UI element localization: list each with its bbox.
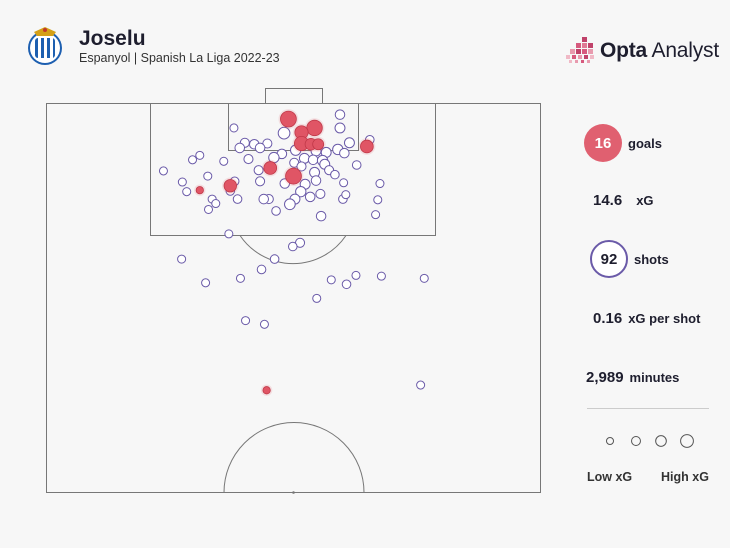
shot-point <box>339 178 349 188</box>
shot-point <box>277 126 291 140</box>
shot-point <box>188 155 198 165</box>
shot-point <box>234 142 246 154</box>
shot-point <box>310 175 322 186</box>
shot-point <box>351 160 362 170</box>
shot-point <box>341 279 352 290</box>
shot-point <box>256 264 267 275</box>
shot-point <box>195 150 205 160</box>
goal-point <box>262 386 271 395</box>
goal <box>265 88 323 104</box>
shots-value: 92 <box>590 240 628 278</box>
shot-point <box>235 273 245 283</box>
shot-point <box>315 210 327 222</box>
shot-point <box>177 177 187 187</box>
legend-size-circle <box>680 434 694 448</box>
shot-point <box>339 147 350 159</box>
goal-point <box>360 139 374 154</box>
shot-point <box>341 190 351 200</box>
shot-point <box>203 171 213 181</box>
header: Joselu Espanyol | Spanish La Liga 2022-2… <box>0 0 730 80</box>
shot-point <box>315 188 326 199</box>
shot-point <box>416 380 426 390</box>
shot-point <box>255 176 266 187</box>
shot-point <box>334 109 346 120</box>
opta-analyst-logo-icon <box>566 37 594 63</box>
shot-point <box>295 186 307 198</box>
xg-size-legend <box>605 434 694 448</box>
shot-point <box>254 142 266 154</box>
xg-per-shot-value: 0.16 <box>593 310 623 327</box>
espanyol-crest-icon <box>28 27 62 65</box>
shot-point <box>158 166 168 176</box>
xg-label: xG <box>636 193 654 208</box>
stat-shots: 92 shots <box>590 240 669 278</box>
goals-layer <box>194 109 376 396</box>
goal-point <box>223 179 237 193</box>
player-name: Joselu <box>79 27 146 50</box>
shot-point <box>376 271 386 281</box>
shot-point <box>258 193 269 205</box>
shot-point <box>351 270 361 280</box>
shot-point <box>271 206 281 216</box>
shot-point <box>201 278 211 288</box>
shot-point <box>177 254 187 264</box>
stat-xg: 14.6 xG <box>593 192 654 209</box>
shot-point <box>243 154 254 165</box>
shot-point <box>259 319 269 329</box>
shot-point <box>375 179 385 189</box>
shot-point <box>287 241 298 252</box>
goals-label: goals <box>628 135 662 151</box>
shot-point <box>326 275 336 285</box>
shot-point <box>241 316 251 326</box>
centre-spot <box>292 491 295 494</box>
shot-point <box>307 154 319 166</box>
centre-circle <box>223 422 365 493</box>
stat-minutes: 2,989 minutes <box>586 369 679 386</box>
divider <box>587 408 709 409</box>
goal-point <box>263 161 278 175</box>
shot-point <box>296 161 307 172</box>
legend-size-circle <box>655 435 667 447</box>
shot-point <box>371 210 381 220</box>
legend-size-circle <box>631 436 641 446</box>
shot-point <box>343 137 355 149</box>
shots-layer <box>158 109 429 390</box>
shot-point <box>330 169 340 180</box>
shot-point <box>312 293 322 303</box>
legend-low-xg: Low xG <box>587 470 633 484</box>
shot-point <box>211 199 221 209</box>
shot-point <box>203 204 214 214</box>
stat-goals: 16 goals <box>584 124 662 162</box>
shot-point <box>232 194 243 204</box>
minutes-label: minutes <box>629 370 680 385</box>
goal-point <box>312 138 325 151</box>
shot-point <box>182 187 192 197</box>
shots-label: shots <box>634 251 669 267</box>
shot-point <box>304 191 316 203</box>
legend-high-xg: High xG <box>661 470 709 484</box>
xg-per-shot-label: xG per shot <box>628 311 701 326</box>
goal-point <box>285 167 302 185</box>
shot-point <box>419 273 429 283</box>
shot-point <box>284 198 296 211</box>
shot-point <box>269 254 280 264</box>
stat-xg-per-shot: 0.16 xG per shot <box>593 310 700 327</box>
legend-size-circle <box>605 436 615 446</box>
shot-point <box>224 229 234 239</box>
penalty-arc <box>239 235 347 265</box>
goal-point <box>195 186 204 195</box>
minutes-value: 2,989 <box>586 369 624 386</box>
xg-value: 14.6 <box>593 192 623 209</box>
shot-point <box>219 156 229 166</box>
shot-point <box>229 123 239 133</box>
brand-name: Opta Analyst <box>600 39 719 62</box>
goals-value: 16 <box>584 124 622 162</box>
team-competition: Espanyol | Spanish La Liga 2022-23 <box>79 51 280 65</box>
brand-logo: Opta Analyst <box>566 36 719 66</box>
goal-point <box>280 110 297 128</box>
shot-point <box>373 195 383 205</box>
shot-point <box>253 165 264 176</box>
shot-point <box>334 122 346 134</box>
